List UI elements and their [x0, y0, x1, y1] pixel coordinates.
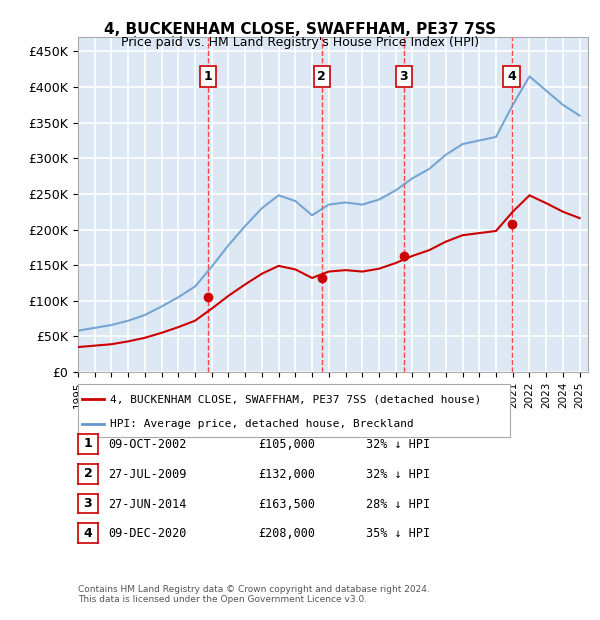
Text: 27-JUN-2014: 27-JUN-2014: [108, 498, 187, 510]
Text: 4, BUCKENHAM CLOSE, SWAFFHAM, PE37 7SS (detached house): 4, BUCKENHAM CLOSE, SWAFFHAM, PE37 7SS (…: [110, 394, 482, 404]
Text: £208,000: £208,000: [258, 528, 315, 540]
Text: £163,500: £163,500: [258, 498, 315, 510]
Text: 32% ↓ HPI: 32% ↓ HPI: [366, 468, 430, 481]
Text: £132,000: £132,000: [258, 468, 315, 481]
Text: 3: 3: [400, 70, 408, 83]
Text: £105,000: £105,000: [258, 438, 315, 451]
Text: 35% ↓ HPI: 35% ↓ HPI: [366, 528, 430, 540]
Text: Contains HM Land Registry data © Crown copyright and database right 2024.
This d: Contains HM Land Registry data © Crown c…: [78, 585, 430, 604]
Text: 2: 2: [317, 70, 326, 83]
Text: 28% ↓ HPI: 28% ↓ HPI: [366, 498, 430, 510]
Text: 4, BUCKENHAM CLOSE, SWAFFHAM, PE37 7SS: 4, BUCKENHAM CLOSE, SWAFFHAM, PE37 7SS: [104, 22, 496, 37]
Text: 3: 3: [83, 497, 92, 510]
Text: Price paid vs. HM Land Registry's House Price Index (HPI): Price paid vs. HM Land Registry's House …: [121, 36, 479, 49]
Text: 4: 4: [83, 527, 92, 539]
Text: HPI: Average price, detached house, Breckland: HPI: Average price, detached house, Brec…: [110, 419, 414, 429]
Text: 1: 1: [203, 70, 212, 83]
Text: 1: 1: [83, 438, 92, 450]
Text: 4: 4: [507, 70, 516, 83]
Text: 32% ↓ HPI: 32% ↓ HPI: [366, 438, 430, 451]
Text: 09-DEC-2020: 09-DEC-2020: [108, 528, 187, 540]
Text: 2: 2: [83, 467, 92, 480]
Text: 27-JUL-2009: 27-JUL-2009: [108, 468, 187, 481]
Text: 09-OCT-2002: 09-OCT-2002: [108, 438, 187, 451]
